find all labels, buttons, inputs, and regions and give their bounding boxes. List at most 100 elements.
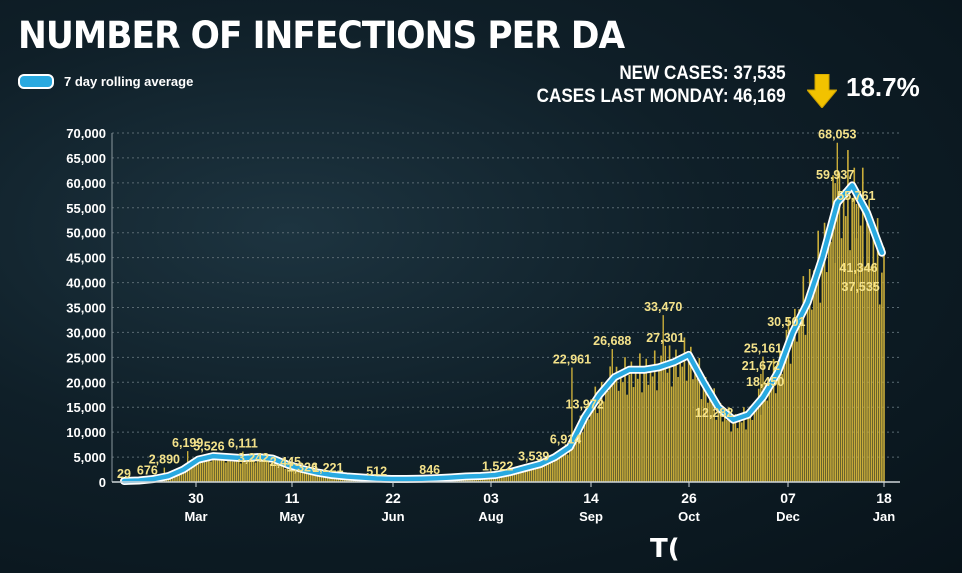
- daily-bar: [329, 476, 331, 482]
- data-label: 5,526: [193, 439, 224, 453]
- daily-bar: [176, 474, 178, 482]
- daily-bar: [218, 456, 221, 482]
- daily-bar: [636, 378, 639, 482]
- data-label: 6,914: [550, 433, 581, 447]
- daily-bar: [180, 473, 183, 482]
- daily-bar: [613, 379, 616, 482]
- daily-bar: [690, 346, 692, 482]
- daily-bar: [524, 468, 527, 482]
- rolling-average-path: [121, 183, 885, 484]
- daily-bar: [537, 468, 539, 482]
- daily-bar: [711, 403, 713, 482]
- daily-bar: [723, 411, 726, 482]
- daily-bar: [721, 421, 724, 482]
- daily-bar: [201, 461, 204, 482]
- daily-bar: [528, 469, 531, 482]
- daily-bar: [492, 476, 495, 482]
- daily-bar: [827, 223, 830, 482]
- daily-bar: [295, 469, 297, 482]
- x-tick-day: 18: [876, 490, 892, 506]
- daily-bar: [522, 471, 524, 482]
- y-tick-label: 20,000: [66, 375, 106, 390]
- x-tick-month: Jun: [381, 509, 404, 524]
- daily-bar: [796, 341, 798, 482]
- daily-bar: [212, 456, 214, 482]
- data-label: 1,326: [287, 460, 318, 474]
- daily-bar: [184, 467, 187, 482]
- data-label: 29: [117, 467, 131, 481]
- daily-bar: [310, 472, 312, 482]
- daily-bar: [535, 463, 537, 482]
- daily-bar: [687, 357, 690, 482]
- daily-bar: [704, 377, 707, 482]
- daily-bar: [702, 384, 705, 482]
- daily-bar: [743, 407, 745, 482]
- daily-bar: [791, 332, 794, 482]
- data-label: 41,346: [839, 261, 877, 275]
- daily-bar: [694, 363, 696, 482]
- daily-bar: [590, 403, 592, 482]
- daily-bar: [276, 464, 278, 482]
- daily-bar: [585, 405, 588, 482]
- daily-bar: [777, 369, 779, 482]
- daily-bar: [783, 347, 786, 482]
- bars: [123, 142, 885, 483]
- y-tick-label: 65,000: [66, 151, 106, 166]
- daily-bar: [307, 471, 310, 482]
- daily-bar: [751, 419, 754, 482]
- daily-bar: [286, 467, 289, 482]
- data-label: 846: [419, 463, 440, 477]
- daily-bar: [883, 247, 885, 482]
- daily-bar: [811, 309, 813, 482]
- daily-bar: [706, 402, 709, 482]
- daily-bar: [768, 380, 771, 482]
- daily-bar: [730, 431, 732, 482]
- daily-bar: [244, 456, 246, 482]
- x-tick-month: Jan: [873, 509, 895, 524]
- daily-bar: [545, 460, 548, 482]
- daily-bar: [624, 357, 626, 482]
- daily-bar: [290, 469, 293, 482]
- daily-bar: [316, 473, 318, 482]
- data-label: 6,199: [172, 436, 203, 450]
- daily-bar: [526, 466, 529, 482]
- daily-bar: [312, 470, 314, 482]
- daily-bar: [813, 270, 815, 482]
- daily-bar: [607, 390, 609, 482]
- daily-bar: [579, 415, 582, 482]
- daily-bar: [566, 454, 569, 482]
- daily-bar: [876, 218, 879, 483]
- daily-bar: [692, 379, 694, 482]
- daily-bar: [772, 358, 775, 482]
- x-tick-day: 30: [188, 490, 204, 506]
- daily-bar: [256, 458, 259, 482]
- daily-bar: [220, 458, 223, 482]
- daily-bar: [815, 285, 817, 482]
- x-tick-month: Sep: [579, 509, 603, 524]
- daily-bar: [501, 473, 503, 482]
- daily-bar: [250, 459, 253, 482]
- daily-bar: [668, 345, 671, 482]
- daily-bar: [239, 463, 242, 482]
- y-axis: 0 5,000 10,000 15,000 20,000 25,000 30,000 35,0…: [66, 126, 900, 490]
- daily-bar: [641, 392, 643, 482]
- daily-bar: [821, 257, 824, 482]
- daily-bar: [191, 465, 193, 482]
- daily-bar: [543, 465, 546, 482]
- daily-bar: [324, 475, 327, 482]
- data-label: 68,053: [818, 128, 856, 142]
- daily-bar: [660, 355, 662, 482]
- daily-bar: [609, 366, 611, 482]
- daily-bar: [842, 189, 845, 482]
- daily-bar: [649, 365, 652, 482]
- daily-bar: [235, 460, 238, 482]
- daily-bar: [172, 476, 174, 482]
- data-label: 2,445: [270, 455, 301, 469]
- chart-title: NUMBER OF INFECTIONS PER DA: [18, 14, 625, 57]
- daily-bar: [515, 470, 518, 482]
- daily-bar: [774, 393, 777, 482]
- daily-bar: [849, 250, 851, 482]
- daily-bar: [675, 349, 677, 482]
- daily-bar: [745, 429, 747, 482]
- daily-bar: [233, 457, 236, 482]
